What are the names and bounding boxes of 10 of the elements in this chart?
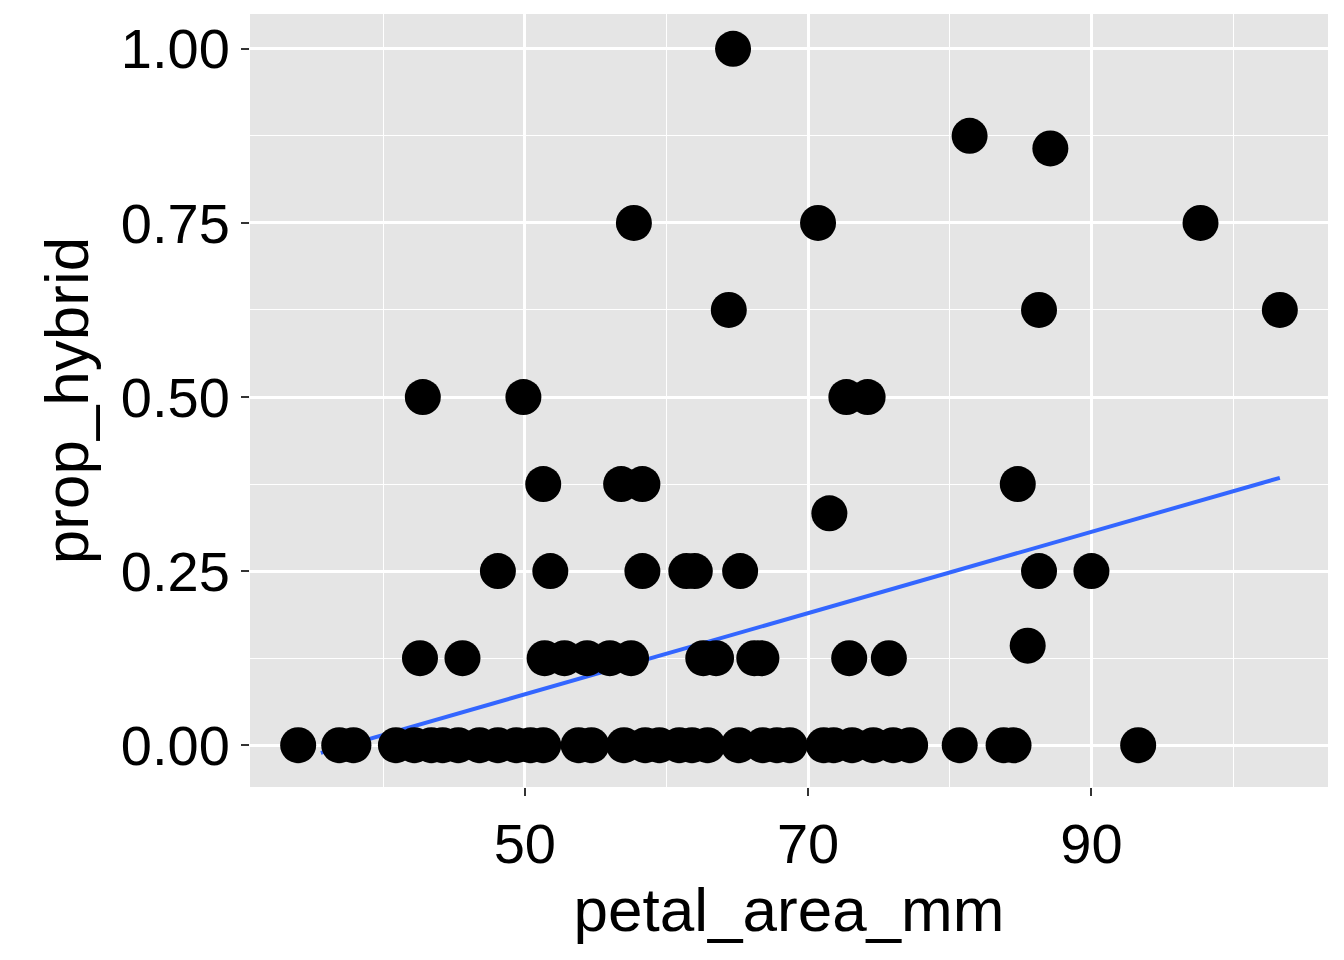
- y-tick-label: 1.00: [120, 17, 230, 81]
- y-tick-label: 0.25: [120, 539, 230, 603]
- y-tick-label: 0.00: [120, 713, 230, 777]
- y-tick-label: 0.50: [120, 365, 230, 429]
- y-tick-label: 0.75: [120, 191, 230, 255]
- x-tick-label: 90: [1060, 812, 1123, 876]
- x-tick-label: 70: [776, 812, 840, 876]
- y-axis-title: prop_hybrid: [31, 236, 101, 565]
- x-axis-title: petal_area_mm: [573, 875, 1005, 945]
- x-tick-label: 50: [493, 812, 556, 876]
